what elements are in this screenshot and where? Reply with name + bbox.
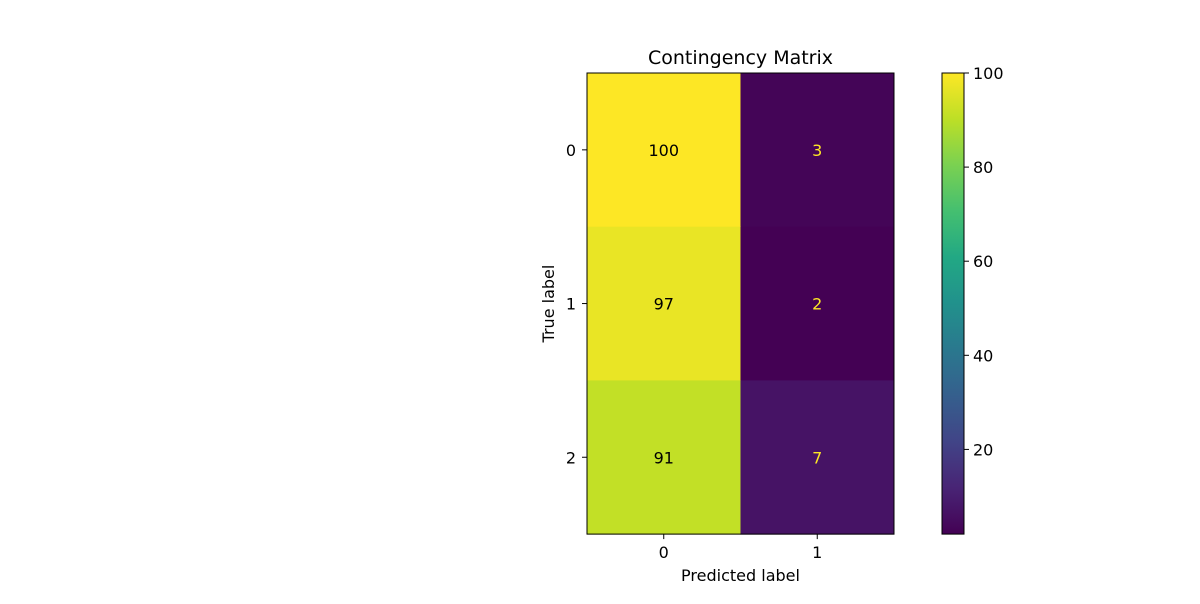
y-tick-label: 1	[566, 295, 576, 314]
heatmap-cell-r0-c0	[587, 73, 741, 228]
cell-value-label-r0-c0: 100	[648, 141, 679, 160]
colorbar-tick-label: 20	[973, 440, 993, 459]
colorbar-ticks: 20 40 60 80 100	[964, 64, 1004, 459]
cell-value-label-r1-c1: 2	[812, 295, 822, 314]
colorbar-tick-label: 40	[973, 346, 993, 365]
heatmap-cell-r2-c1	[740, 380, 895, 535]
cell-value-label-r2-c1: 7	[812, 448, 822, 467]
chart-title: Contingency Matrix	[648, 47, 833, 69]
cell-value-label-r1-c0: 97	[654, 295, 674, 314]
cell-value-label-r0-c1: 3	[812, 141, 822, 160]
x-tick-label: 0	[659, 543, 669, 562]
colorbar-tick-label: 100	[973, 64, 1004, 83]
heatmap-cell-r0-c1	[740, 73, 895, 228]
heatmap-cell-r1-c1	[740, 226, 895, 381]
y-axis-ticks: 0 1 2	[566, 141, 587, 467]
heatmap-cells: 100 3 97 2 91 7	[587, 73, 895, 535]
heatmap-cell-r1-c0	[587, 226, 741, 381]
y-axis-label: True label	[539, 265, 558, 344]
cell-value-label-r2-c0: 91	[654, 448, 674, 467]
colorbar	[941, 72, 965, 535]
x-axis-label: Predicted label	[681, 566, 800, 585]
y-tick-label: 2	[566, 448, 576, 467]
x-tick-label: 1	[812, 543, 822, 562]
colorbar-tick-label: 60	[973, 252, 993, 271]
heatmap-cell-r2-c0	[587, 380, 741, 535]
colorbar-tick-label: 80	[973, 158, 993, 177]
y-tick-label: 0	[566, 141, 576, 160]
